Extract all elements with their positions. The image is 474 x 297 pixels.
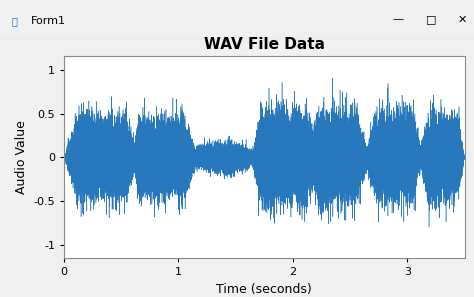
Text: □: □ [426,14,437,24]
Text: 🖥: 🖥 [12,16,18,26]
Text: ✕: ✕ [457,14,467,24]
Text: —: — [392,14,404,24]
Y-axis label: Audio Value: Audio Value [15,121,28,194]
Text: Form1: Form1 [31,16,66,26]
Title: WAV File Data: WAV File Data [204,37,325,53]
X-axis label: Time (seconds): Time (seconds) [216,283,312,296]
